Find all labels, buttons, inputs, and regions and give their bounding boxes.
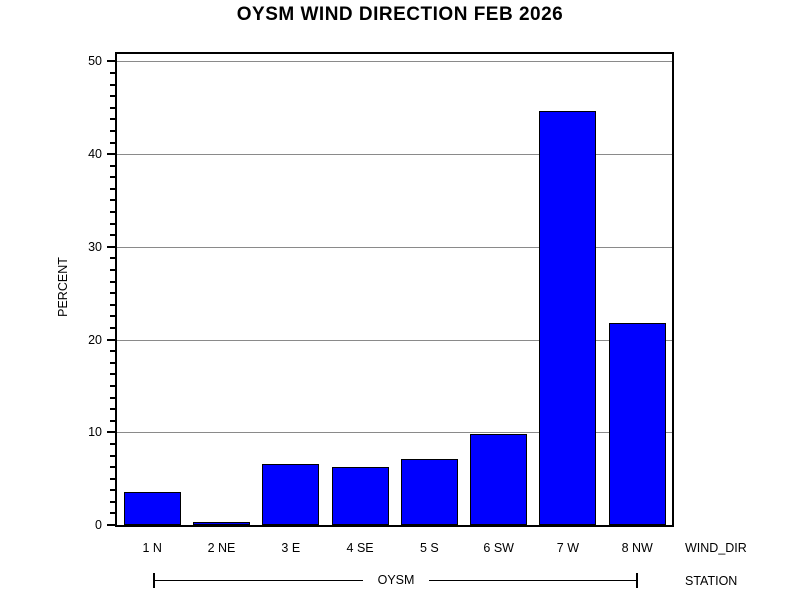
x-tick-label-8-nw: 8 NW — [621, 541, 653, 555]
x-tick-label-6-sw: 6 SW — [483, 541, 514, 555]
y-minor-tick — [110, 129, 115, 132]
chart-title: OYSM WIND DIRECTION FEB 2026 — [236, 4, 564, 25]
y-tick-label-10: 10 — [88, 425, 102, 440]
y-minor-tick — [110, 164, 115, 167]
group-bracket-tick-left — [153, 573, 155, 588]
y-minor-tick — [110, 396, 115, 399]
y-minor-tick — [110, 500, 115, 503]
y-minor-tick — [110, 83, 115, 86]
bar-2-ne — [193, 522, 250, 525]
y-tick-label-30: 30 — [88, 239, 102, 254]
y-major-tick-20 — [107, 338, 115, 341]
y-tick-label-20: 20 — [88, 332, 102, 347]
gridline-20 — [117, 339, 672, 341]
y-minor-tick — [110, 222, 115, 225]
y-minor-tick — [110, 350, 115, 353]
y-axis-title: PERCENT — [56, 257, 70, 317]
y-major-tick-40 — [107, 153, 115, 156]
y-minor-tick — [110, 187, 115, 190]
x-tick-label-7-w: 7 W — [556, 541, 579, 555]
y-major-tick-0 — [107, 524, 115, 526]
y-minor-tick — [110, 257, 115, 260]
group-bracket-line-right — [429, 580, 638, 581]
y-minor-tick — [110, 477, 115, 480]
bar-3-e — [262, 464, 320, 525]
y-minor-tick — [110, 489, 115, 492]
y-minor-tick — [110, 106, 115, 109]
y-tick-label-0: 0 — [95, 518, 102, 532]
y-minor-tick — [110, 361, 115, 364]
y-minor-tick — [110, 269, 115, 271]
y-tick-label-50: 50 — [88, 54, 102, 69]
y-minor-tick — [110, 95, 115, 98]
y-minor-tick — [110, 315, 115, 318]
x-tick-label-2-ne: 2 NE — [207, 541, 236, 555]
y-minor-tick — [110, 234, 115, 237]
y-minor-tick — [110, 176, 115, 179]
y-minor-tick — [110, 71, 115, 74]
y-minor-tick — [110, 303, 115, 306]
y-minor-tick — [110, 326, 115, 329]
bar-6-sw — [470, 434, 528, 525]
bar-5-s — [400, 459, 458, 525]
group-label: OYSM — [377, 573, 415, 587]
x-tick-label-1-n: 1 N — [142, 541, 162, 555]
y-minor-tick — [110, 442, 115, 445]
y-minor-tick — [110, 141, 115, 144]
y-major-tick-30 — [107, 245, 115, 248]
bar-8-nw — [608, 323, 666, 525]
y-minor-tick — [110, 211, 115, 213]
y-minor-tick — [110, 408, 115, 411]
y-tick-label-40: 40 — [88, 147, 102, 162]
gridline-10 — [117, 432, 672, 434]
plot-area — [115, 52, 674, 527]
bar-7-w — [539, 111, 597, 525]
y-minor-tick — [110, 384, 115, 387]
x-tick-label-5-s: 5 S — [420, 541, 439, 555]
y-minor-tick — [110, 280, 115, 283]
y-minor-tick — [110, 292, 115, 295]
bar-1-n — [123, 492, 181, 525]
x-axis-title: WIND_DIR — [685, 541, 747, 555]
group-bracket-line-left — [153, 580, 363, 581]
y-minor-tick — [110, 512, 115, 515]
x-tick-label-3-e: 3 E — [281, 541, 301, 555]
y-minor-tick — [110, 373, 115, 376]
gridline-40 — [117, 154, 672, 156]
y-minor-tick — [110, 118, 115, 121]
y-major-tick-50 — [107, 60, 115, 63]
group-axis-title: STATION — [685, 574, 738, 588]
y-minor-tick — [110, 454, 115, 457]
bar-4-se — [331, 467, 389, 525]
y-minor-tick — [110, 199, 115, 202]
gridline-30 — [117, 246, 672, 248]
y-minor-tick — [110, 466, 115, 468]
y-major-tick-10 — [107, 431, 115, 434]
group-bracket-tick-right — [636, 573, 638, 588]
x-tick-label-4-se: 4 SE — [346, 541, 374, 555]
gridline-50 — [117, 61, 672, 63]
y-minor-tick — [110, 419, 115, 422]
